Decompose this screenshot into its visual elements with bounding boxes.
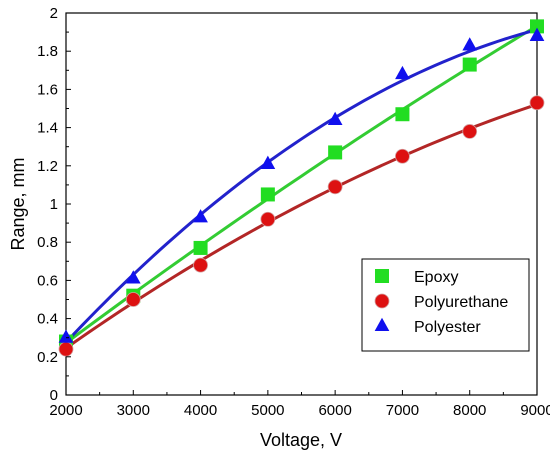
data-point bbox=[462, 37, 478, 51]
x-tick-label: 6000 bbox=[318, 402, 351, 419]
legend-label: Epoxy bbox=[414, 269, 458, 286]
data-point bbox=[125, 292, 141, 307]
y-tick-label: 0 bbox=[50, 387, 58, 404]
x-axis-title: Voltage, V bbox=[260, 430, 342, 450]
legend-marker bbox=[375, 269, 389, 283]
series-layer bbox=[58, 19, 545, 357]
data-point bbox=[395, 148, 410, 164]
data-point bbox=[529, 27, 545, 41]
y-tick-label: 0.8 bbox=[37, 234, 58, 251]
markers-polyester bbox=[58, 27, 545, 343]
y-tick-label: 1.8 bbox=[37, 43, 58, 60]
data-point bbox=[260, 211, 276, 227]
y-axis-ticks: 0 0.2 0.4 0.6 0.8 1 1.2 1.4 1.6 1.8 2 bbox=[37, 5, 71, 404]
data-point bbox=[327, 111, 343, 126]
data-point bbox=[462, 124, 478, 139]
data-point bbox=[193, 240, 208, 255]
data-point bbox=[328, 145, 343, 160]
x-tick-label: 5000 bbox=[251, 402, 284, 419]
legend-marker bbox=[374, 317, 390, 332]
x-tick-label: 7000 bbox=[386, 402, 419, 419]
legend-label: Polyurethane bbox=[414, 294, 508, 311]
y-tick-label: 1 bbox=[50, 196, 58, 213]
data-point bbox=[260, 187, 275, 202]
y-axis-title: Range, mm bbox=[8, 157, 28, 250]
data-point bbox=[529, 95, 545, 111]
data-point bbox=[260, 155, 276, 169]
x-tick-label: 9000 bbox=[520, 402, 550, 419]
data-point bbox=[395, 65, 410, 80]
y-tick-label: 1.4 bbox=[37, 120, 58, 137]
data-point bbox=[58, 341, 74, 357]
data-point bbox=[395, 107, 410, 122]
legend: Epoxy Polyurethane Polyester bbox=[361, 258, 530, 352]
data-point bbox=[125, 270, 141, 284]
x-tick-label: 3000 bbox=[117, 402, 150, 419]
x-axis-ticks: 2000 3000 4000 5000 6000 7000 8000 9000 bbox=[49, 390, 550, 419]
series-epoxy bbox=[65, 24, 538, 345]
series-polyester bbox=[64, 28, 538, 344]
y-tick-label: 0.6 bbox=[37, 272, 58, 289]
y-tick-label: 1.6 bbox=[37, 81, 58, 98]
data-point bbox=[530, 19, 544, 34]
legend-label: Polyester bbox=[414, 319, 481, 336]
x-tick-label: 2000 bbox=[49, 402, 82, 419]
trend-line bbox=[65, 103, 538, 350]
y-tick-label: 2 bbox=[50, 5, 58, 22]
data-point bbox=[193, 257, 208, 273]
y-tick-label: 1.2 bbox=[37, 158, 58, 175]
y-tick-label: 0.4 bbox=[37, 311, 58, 328]
legend-marker bbox=[374, 293, 390, 309]
data-point bbox=[327, 179, 343, 195]
x-tick-label: 8000 bbox=[453, 402, 486, 419]
data-point bbox=[58, 329, 74, 343]
x-tick-label: 4000 bbox=[184, 402, 217, 419]
series-polyurethane bbox=[65, 103, 538, 350]
data-point bbox=[193, 209, 208, 223]
y-tick-label: 0.2 bbox=[37, 349, 58, 366]
markers-polyurethane bbox=[58, 95, 545, 357]
legend-box bbox=[361, 258, 530, 352]
trend-line bbox=[64, 28, 538, 344]
data-point bbox=[462, 57, 477, 72]
trend-line bbox=[65, 24, 538, 345]
